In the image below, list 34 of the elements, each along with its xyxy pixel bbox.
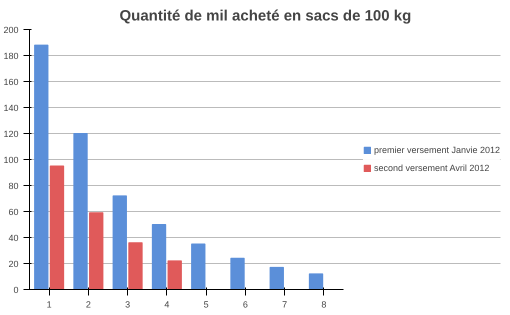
x-tick-label: 4 (164, 300, 170, 310)
bar (73, 133, 88, 290)
bar (34, 44, 48, 290)
x-tick-label: 7 (282, 300, 288, 310)
y-tick-label: 180 (3, 51, 19, 61)
y-tick-label: 20 (8, 259, 19, 269)
bar (191, 244, 206, 290)
bar (50, 166, 64, 290)
x-tick-label: 8 (321, 300, 326, 310)
y-tick-label: 40 (8, 233, 19, 243)
x-tick-label: 2 (86, 300, 91, 310)
bar (89, 212, 104, 290)
y-tick-label: 0 (13, 285, 19, 295)
x-tick-label: 1 (46, 300, 52, 310)
bar (112, 195, 127, 290)
x-tick-label: 6 (242, 300, 248, 310)
chart-title: Quantité de mil acheté en sacs de 100 kg (120, 8, 412, 24)
y-tick-label: 100 (3, 155, 19, 165)
bar (308, 273, 324, 290)
x-tick-label: 5 (204, 300, 209, 310)
y-tick-label: 140 (3, 103, 19, 113)
bar (128, 242, 143, 290)
y-tick-label: 160 (3, 77, 19, 87)
bar (270, 266, 284, 290)
y-tick-label: 200 (3, 25, 19, 35)
y-tick-label: 60 (8, 207, 19, 217)
x-tick-label: 3 (125, 300, 130, 310)
legend-label: second versement Avril 2012 (374, 163, 490, 173)
bar (168, 260, 182, 290)
legend-label: premier versement Janvie 2012 (374, 145, 500, 155)
y-tick-label: 80 (8, 181, 19, 191)
bar (152, 224, 166, 290)
y-tick-label: 120 (3, 129, 19, 139)
bar (230, 258, 245, 290)
